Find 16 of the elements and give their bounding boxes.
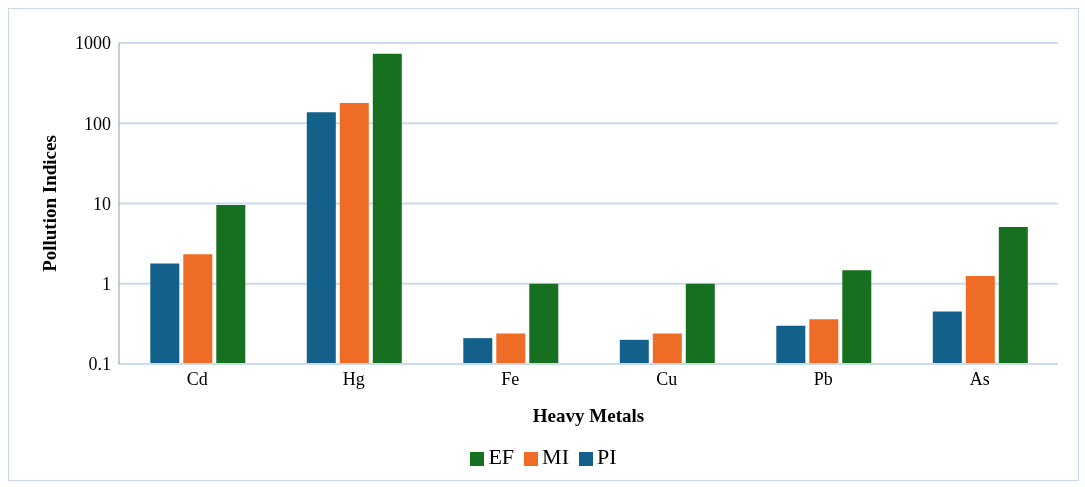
x-tick-label: Cu bbox=[656, 368, 678, 389]
x-tick-label: Fe bbox=[501, 368, 520, 389]
y-tick-label: 0.1 bbox=[88, 354, 111, 375]
x-tick-label: Hg bbox=[342, 368, 365, 389]
y-tick-label: 100 bbox=[84, 113, 111, 134]
x-tick-label: Pb bbox=[813, 368, 833, 389]
x-tick-label: As bbox=[969, 368, 990, 389]
x-axis-title: Heavy Metals bbox=[532, 405, 645, 426]
y-axis-title: Pollution Indices bbox=[38, 135, 60, 272]
legend-label: EF bbox=[488, 444, 515, 469]
legend-label: PI bbox=[597, 444, 617, 469]
y-tick-label: 1000 bbox=[75, 33, 111, 54]
x-tick-label: Cd bbox=[186, 368, 208, 389]
y-tick-label: 10 bbox=[93, 193, 111, 214]
legend-label: MI bbox=[542, 444, 569, 469]
y-tick-label: 1 bbox=[102, 274, 111, 295]
